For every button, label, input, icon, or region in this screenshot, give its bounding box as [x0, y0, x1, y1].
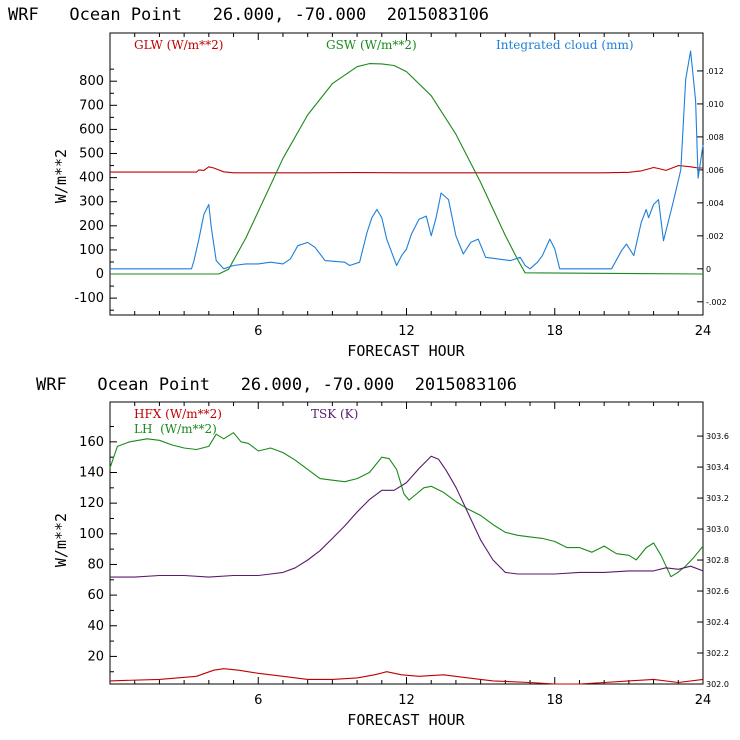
chart-1-y-tick-label: 800	[79, 74, 104, 89]
chart-2-x-tick-label: 18	[546, 693, 563, 708]
chart-2-plot-group: 6 12 18 24 20 40 60 80 100 120 140 160 302.0 302.2 302…	[79, 401, 729, 708]
chart-2-y2-tick-label: 303.6	[706, 432, 729, 441]
chart-2-y2-tick-label: 302.2	[706, 649, 729, 658]
chart-2-legend-hfx: HFX (W/m**2)	[134, 407, 222, 421]
chart-2-y-tick-label: 120	[79, 496, 104, 511]
chart-1-y2-tick-label: .006	[706, 166, 724, 175]
chart-1-x-tick-label: 24	[695, 324, 712, 339]
chart-2-x-tick-label: 12	[398, 693, 415, 708]
chart-1-y-tick-label: 700	[79, 98, 104, 113]
chart-1-y2-tick-label: -.002	[706, 298, 727, 307]
chart-1-series-2-line	[110, 63, 704, 275]
chart-2-y2-tick-label: 302.0	[706, 680, 729, 689]
chart-1-legend-glw: GLW (W/m**2)	[134, 38, 223, 52]
chart-2-x-tick-label: 24	[695, 693, 712, 708]
chart-2-y2-tick-label: 303.4	[706, 463, 729, 472]
chart-2-y-tick-label: 140	[79, 466, 104, 481]
chart-1-x-tick-label: 18	[546, 324, 563, 339]
chart-1-x-tick-label: 6	[254, 324, 262, 339]
chart-1-y-tick-label: 400	[79, 171, 104, 186]
chart-1-y2-tick-label: .012	[706, 67, 724, 76]
chart-1-plot-group: 6 12 18 24 -100 0 100 200 300 400 500 600 700 800 -.00…	[74, 32, 727, 339]
chart-1-series-3-line	[110, 50, 704, 270]
chart-2-y2-tick-label: 302.8	[706, 556, 729, 565]
chart-2-y2-tick-label: 302.6	[706, 587, 729, 596]
chart-2-y2-tick-label: 303.2	[706, 494, 729, 503]
chart-1-x-axis-label: FORECAST HOUR	[347, 342, 465, 360]
chart-2-plot-frame	[109, 401, 704, 685]
chart-2-x-tick-label: 6	[254, 693, 262, 708]
chart-1-y-tick-label: 500	[79, 147, 104, 162]
chart-1-plot-frame	[109, 32, 704, 316]
chart-2-y-tick-label: 20	[87, 649, 104, 664]
chart-2-y2-tick-label: 302.4	[706, 618, 729, 627]
chart-2-y-axis-label: W/m**2	[52, 513, 70, 567]
chart-2-series-3-line	[110, 455, 704, 578]
chart-1-legend-integrated-cloud: Integrated cloud (mm)	[496, 38, 634, 52]
chart-1-y-tick-label: 600	[79, 122, 104, 137]
chart-1-y-axis-label: W/m**2	[52, 149, 70, 203]
chart-2-legend-lh: LH (W/m**2)	[134, 422, 217, 436]
chart-1-y-tick-label: -100	[74, 291, 104, 306]
chart-2-series-2-line	[109, 432, 704, 578]
chart-1-x-tick-label: 12	[398, 324, 415, 339]
chart-1-y2-tick-label: 0	[706, 265, 711, 274]
chart-2-y-tick-label: 100	[79, 527, 104, 542]
chart-1-y2-tick-label: .010	[706, 100, 724, 109]
chart-2-title: WRF Ocean Point 26.000, -70.000 20150831…	[36, 375, 517, 395]
chart-1-y2-tick-label: .004	[706, 199, 724, 208]
chart-2-y-tick-label: 60	[87, 588, 104, 603]
chart-2-y-tick-label: 40	[87, 619, 104, 634]
chart-2-y2-tick-label: 303.0	[706, 525, 729, 534]
chart-1-y-tick-label: 200	[79, 219, 104, 234]
chart-1-y-tick-label: 0	[96, 267, 104, 282]
chart-1-y2-tick-label: .008	[706, 133, 724, 142]
chart-2-y-tick-label: 80	[87, 557, 104, 572]
chart-1-title: WRF Ocean Point 26.000, -70.000 20150831…	[8, 5, 489, 25]
chart-1-series-1-line	[110, 165, 703, 174]
chart-1-y2-tick-label: .002	[706, 232, 724, 241]
chart-1-y-tick-label: 100	[79, 243, 104, 258]
chart-1-legend-gsw: GSW (W/m**2)	[326, 38, 417, 52]
chart-2-x-axis-label: FORECAST HOUR	[347, 711, 465, 729]
chart-2-series-1-line	[109, 668, 704, 685]
chart-2-y-tick-label: 160	[79, 435, 104, 450]
chart-1-y-tick-label: 300	[79, 195, 104, 210]
chart-2-legend-tsk: TSK (K)	[311, 407, 358, 421]
